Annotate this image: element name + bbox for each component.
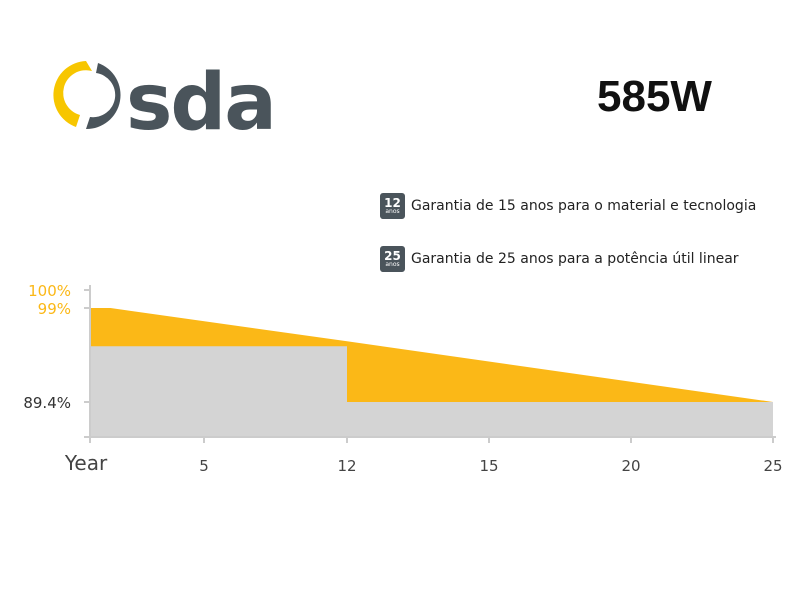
badge-12-years: 12 anos: [380, 193, 405, 219]
x-tick-label: Year: [64, 451, 108, 475]
warranty-note-power: 25 anos Garantia de 25 anos para a potênc…: [380, 246, 739, 272]
badge-25-years: 25 anos: [380, 246, 405, 272]
osda-logo: sda: [53, 58, 277, 135]
warranty-text: Garantia de 15 anos para o material e te…: [411, 198, 757, 214]
warranty-note-material: 12 anos Garantia de 15 anos para o materi…: [380, 193, 756, 219]
y-tick-label: 100%: [28, 282, 71, 300]
power-rating: 585W: [597, 72, 712, 121]
x-tick-label: 25: [763, 457, 782, 475]
x-tick-label: 12: [337, 457, 356, 475]
x-tick-label: 5: [199, 457, 209, 475]
x-tick-label: 20: [621, 457, 640, 475]
warranty-text: Garantia de 25 anos para a potência útil…: [411, 251, 739, 267]
y-tick-label: 89.4%: [23, 394, 71, 412]
gray-warranty-area: [90, 346, 773, 436]
x-tick-label: 15: [479, 457, 498, 475]
y-tick-label: 99%: [38, 300, 71, 318]
svg-text:sda: sda: [126, 58, 275, 135]
